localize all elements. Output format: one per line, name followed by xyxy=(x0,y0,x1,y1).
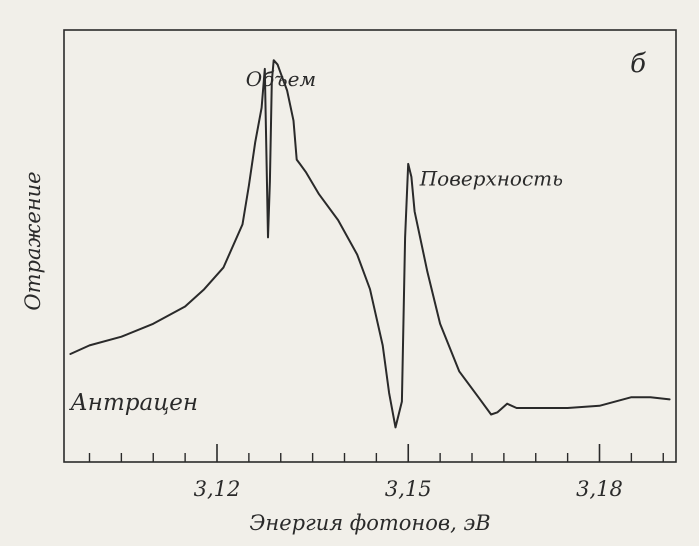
x-tick-label: 3,15 xyxy=(385,477,432,501)
x-tick-label: 3,18 xyxy=(576,477,623,501)
annotation-substance: Антрацен xyxy=(68,390,198,416)
y-axis-label: Отражение xyxy=(21,171,45,310)
curve-annotations: Объем Поверхность Антрацен xyxy=(68,67,563,416)
x-major-ticks xyxy=(216,444,601,462)
plot-frame xyxy=(63,29,677,463)
annotation-surface: Поверхность xyxy=(419,167,563,191)
reflectance-curve xyxy=(69,59,671,429)
x-tick-labels: 3,12 3,15 3,18 xyxy=(194,477,623,501)
x-axis-label: Энергия фотонов, эВ xyxy=(249,511,490,535)
annotation-bulk: Объем xyxy=(246,67,316,91)
x-tick-label: 3,12 xyxy=(194,477,241,501)
x-minor-ticks xyxy=(88,453,664,462)
panel-label: б xyxy=(630,49,646,79)
